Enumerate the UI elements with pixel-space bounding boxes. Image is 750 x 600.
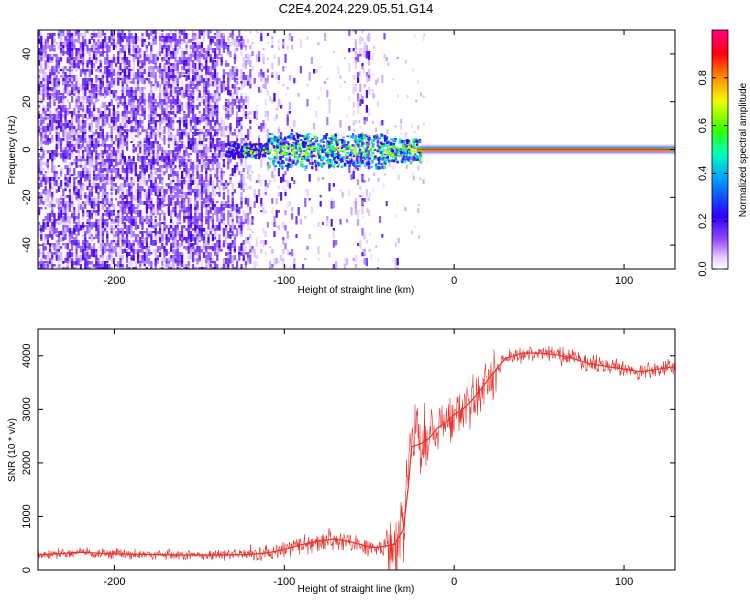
colorbar-tick-label: 0.8 — [697, 70, 709, 85]
spectrogram-y-tick-label: 40 — [21, 48, 33, 60]
snr-series-line — [38, 352, 675, 556]
snr-y-ticks: 0 1000 2000 3000 4000 — [21, 344, 675, 573]
snr-x-tick-label: -100 — [273, 576, 295, 588]
snr-x-axis-label: Height of straight line (km) — [298, 584, 415, 595]
spectrogram-x-tick-label: 0 — [451, 275, 457, 287]
spectrogram-y-ticks: -40 -20 0 20 40 — [21, 48, 675, 253]
colorbar-tick-label: 0.4 — [697, 166, 709, 181]
spectrogram-y-axis-label: Frequency (Hz) — [7, 116, 18, 185]
spectrogram-x-tick-label: -200 — [103, 275, 125, 287]
spectrogram-heatmap — [38, 30, 675, 269]
snr-frame — [37, 328, 676, 571]
snr-plot: -200 -100 0 100 0 1000 2000 3000 4000 Height of… — [7, 328, 676, 595]
spectrogram-y-tick-label: -40 — [21, 237, 33, 253]
spectrogram-x-ticks: -200 -100 0 100 — [103, 30, 633, 287]
snr-x-tick-label: -200 — [103, 576, 125, 588]
snr-plot-area — [38, 345, 675, 570]
colorbar-tick-label: 0.2 — [697, 214, 709, 229]
spectrogram-y-tick-label: 0 — [21, 146, 33, 152]
snr-x-tick-label: 100 — [615, 576, 633, 588]
snr-y-axis-label: SNR (10 * v/v) — [7, 418, 18, 482]
snr-y-tick-label: 0 — [21, 567, 33, 573]
spectrogram-y-tick-label: 20 — [21, 96, 33, 108]
colorbar: 0.0 0.2 0.4 0.6 0.8 Normalized spectral ampl… — [697, 29, 749, 277]
snr-y-tick-label: 2000 — [21, 451, 33, 475]
colorbar-tick-label: 0.6 — [697, 118, 709, 133]
snr-x-tick-label: 0 — [451, 576, 457, 588]
spectrogram-x-tick-label: 100 — [615, 275, 633, 287]
snr-y-tick-label: 4000 — [21, 344, 33, 368]
colorbar-gradient — [711, 29, 729, 270]
snr-series-noise — [38, 345, 675, 570]
spectrogram-x-axis-label: Height of straight line (km) — [298, 285, 415, 296]
chart-title: C2E4.2024.229.05.51.G14 — [279, 1, 434, 16]
spectrogram-y-tick-label: -20 — [21, 189, 33, 205]
colorbar-tick-label: 0.0 — [697, 261, 709, 276]
colorbar-ticks: 0.0 0.2 0.4 0.6 0.8 — [697, 70, 728, 277]
snr-x-ticks: -200 -100 0 100 — [103, 329, 633, 588]
snr-y-tick-label: 3000 — [21, 397, 33, 421]
spectrogram-x-tick-label: -100 — [273, 275, 295, 287]
snr-y-tick-label: 1000 — [21, 504, 33, 528]
colorbar-label: Normalized spectral amplitude — [738, 82, 749, 217]
